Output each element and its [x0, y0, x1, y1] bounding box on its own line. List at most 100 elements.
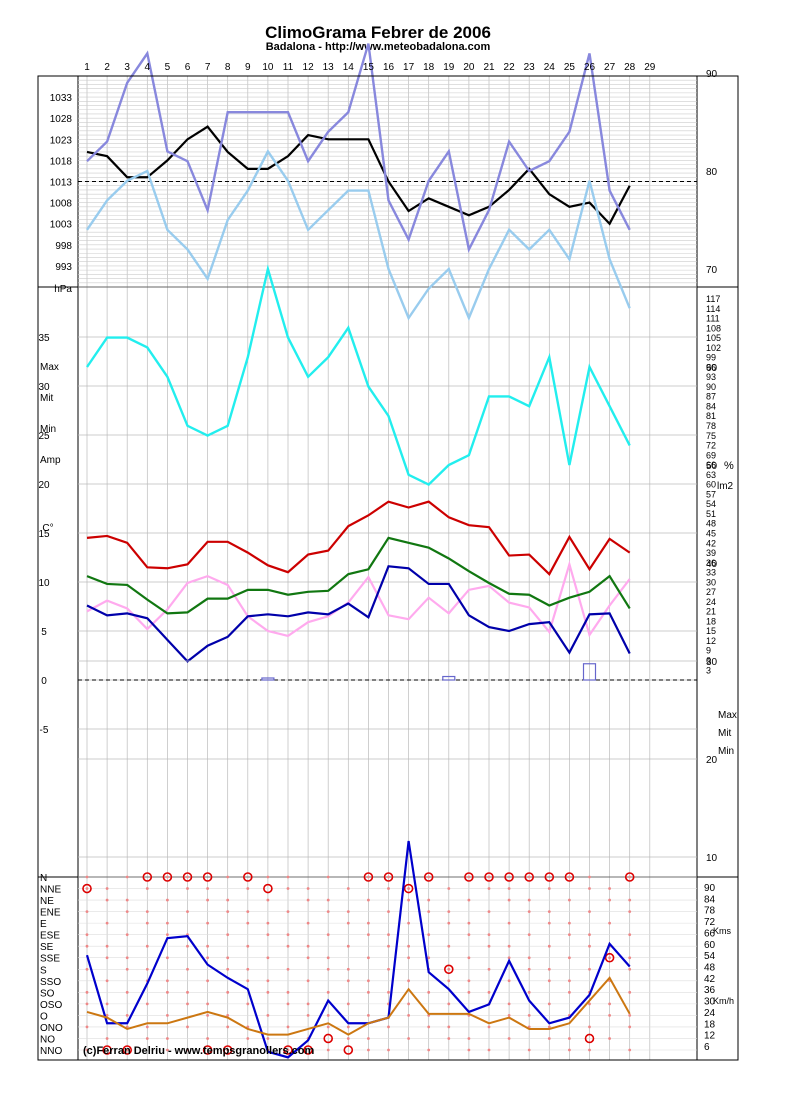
wind-frequency-dot	[487, 944, 491, 948]
pressure-tick-label: 1028	[50, 114, 73, 125]
wind-frequency-dot	[367, 956, 370, 960]
temperature-tick-label: 25	[38, 431, 50, 442]
wind-frequency-dot	[527, 956, 531, 960]
wind-frequency-dot	[306, 956, 310, 960]
wind-frequency-dot	[487, 875, 491, 879]
wind-direction-label: O	[40, 1011, 48, 1022]
wind-frequency-dot	[507, 898, 511, 902]
wind-frequency-dot	[226, 910, 230, 913]
wind-dominant-marker	[484, 872, 494, 882]
wind-frequency-dot	[85, 967, 89, 971]
rain-tick-label: 6	[706, 655, 711, 665]
wind-direction-label: N	[40, 873, 47, 884]
wind-dominant-marker	[564, 872, 575, 882]
wind-frequency-dot	[145, 1037, 149, 1040]
rain-tick-label: 66	[706, 460, 716, 470]
rain-tick-label: 75	[706, 431, 716, 441]
wind-frequency-dot	[527, 933, 531, 937]
wind-frequency-dot	[367, 1037, 370, 1040]
rain-tick-label: 54	[706, 499, 716, 509]
wind-frequency-dot	[407, 1037, 410, 1040]
wind-frequency-dot	[266, 875, 270, 879]
rain-tick-label: 108	[706, 323, 721, 333]
wind-frequency-dot	[226, 956, 230, 960]
chart-subtitle: Badalona - http://www.meteobadalona.com	[266, 41, 491, 53]
wind-frequency-dot	[105, 956, 109, 960]
wind-frequency-dot	[367, 875, 370, 879]
temperature-tick-label: 10	[38, 578, 50, 589]
wind-dominant-marker	[202, 872, 213, 882]
wind-frequency-dot	[367, 921, 370, 925]
wind-frequency-dot	[186, 1048, 189, 1052]
rain-tick-label: 87	[706, 392, 716, 402]
wind-frequency-dot	[608, 887, 611, 890]
wind-frequency-dot	[568, 956, 571, 960]
wind-frequency-dot	[266, 1014, 270, 1017]
wind-frequency-dot	[608, 1002, 611, 1006]
wind-frequency-dot	[588, 944, 591, 948]
wind-frequency-dot	[286, 1048, 290, 1052]
day-label: 26	[584, 62, 596, 73]
day-label: 7	[205, 62, 211, 73]
wind-frequency-dot	[568, 898, 571, 902]
speed-tick-label: 66	[704, 928, 716, 939]
day-label: 22	[504, 62, 516, 73]
wind-frequency-dot	[85, 910, 89, 913]
wind-dominant-marker	[383, 872, 394, 882]
wind-dominant-marker	[343, 1045, 354, 1055]
wind-frequency-dot	[427, 956, 431, 960]
wind-frequency-dot	[568, 1037, 571, 1040]
wind-frequency-dot	[186, 887, 189, 890]
wind-frequency-dot	[166, 1014, 169, 1017]
wind-frequency-dot	[166, 921, 169, 925]
day-label: 12	[303, 62, 315, 73]
rain-tick-label: 15	[706, 626, 716, 636]
rain-bar	[261, 677, 275, 681]
wind-frequency-dot	[326, 875, 330, 879]
day-label: 15	[363, 62, 375, 73]
wind-frequency-dot	[447, 1002, 451, 1006]
wind-frequency-dot	[85, 990, 89, 994]
wind-frequency-dot	[467, 898, 471, 902]
wind-frequency-dot	[186, 967, 189, 971]
wind-frequency-dot	[608, 1014, 611, 1017]
wind-frequency-dot	[346, 944, 350, 948]
wind-frequency-dot	[186, 875, 189, 879]
speed-tick-label: 42	[704, 974, 716, 985]
pressure-tick-label: 1033	[50, 93, 73, 104]
wind-frequency-dot	[306, 944, 310, 948]
rain-tick-label: 81	[706, 411, 716, 421]
wind-frequency-dot	[125, 1014, 129, 1017]
wind-frequency-dot	[166, 1048, 169, 1052]
wind-frequency-dot	[568, 921, 571, 925]
wind-frequency-dot	[266, 933, 270, 937]
rain-tick-label: 24	[706, 597, 716, 607]
rain-tick-label: 102	[706, 343, 721, 353]
credit-text: (c)Ferran Delriu - www.tempsgranollers.c…	[83, 1045, 314, 1057]
wind-frequency-dot	[467, 1048, 471, 1052]
temperature-tick-label: -5	[40, 725, 49, 736]
wind-frequency-dot	[246, 1037, 250, 1040]
rain-tick-label: 78	[706, 421, 716, 431]
humidity-legend-label: Mit	[718, 728, 732, 739]
wind-frequency-dot	[145, 887, 149, 890]
wind-frequency-dot	[568, 1048, 571, 1052]
temperature-line-mit	[86, 536, 631, 615]
day-label: 13	[323, 62, 335, 73]
wind-frequency-dot	[306, 979, 310, 983]
rain-tick-label: 12	[706, 636, 716, 646]
day-label: 16	[383, 62, 395, 73]
wind-frequency-dot	[487, 910, 491, 913]
rain-tick-label: 114	[706, 304, 720, 314]
wind-frequency-dot	[588, 875, 591, 879]
day-label: 27	[604, 62, 616, 73]
wind-frequency-dot	[226, 898, 230, 902]
wind-frequency-dot	[105, 979, 109, 983]
wind-frequency-dot	[246, 910, 250, 913]
wind-frequency-dot	[306, 921, 310, 925]
humidity-panel	[78, 43, 697, 858]
wind-frequency-dot	[85, 1025, 89, 1029]
wind-direction-label: SSO	[40, 977, 61, 988]
wind-frequency-dot	[588, 933, 591, 937]
rain-tick-label: 3	[706, 665, 711, 675]
